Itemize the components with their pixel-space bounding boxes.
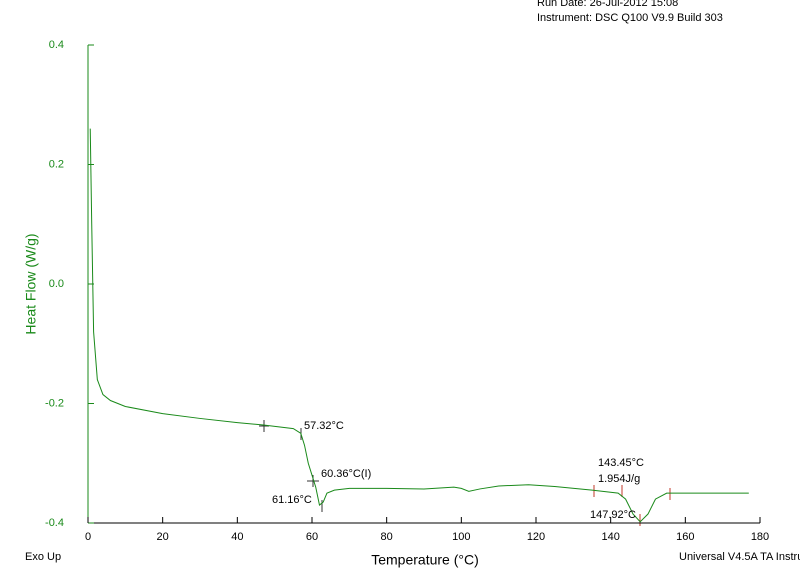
software: Universal V4.5A TA Instru — [679, 551, 800, 563]
annotation: 61.16°C — [272, 494, 312, 506]
y-tick-label: -0.4 — [45, 517, 64, 529]
x-tick-label: 60 — [306, 531, 318, 543]
annotation: 1.954J/g — [598, 473, 640, 485]
x-axis-label: Temperature (°C) — [371, 552, 479, 568]
annotation: 143.45°C — [598, 457, 644, 469]
annotation: 147.92°C — [590, 509, 636, 521]
x-tick-label: 100 — [452, 531, 470, 543]
x-tick-label: 140 — [601, 531, 619, 543]
x-tick-label: 160 — [676, 531, 694, 543]
x-tick-label: 80 — [381, 531, 393, 543]
y-tick-label: 0.4 — [49, 39, 64, 51]
x-tick-label: 0 — [85, 531, 91, 543]
annotation: 60.36°C(I) — [321, 468, 371, 480]
annotation: 57.32°C — [304, 420, 344, 432]
run-date: Run Date: 26-Jul-2012 15:08 — [537, 0, 678, 9]
y-tick-label: 0.2 — [49, 158, 64, 170]
x-tick-label: 120 — [527, 531, 545, 543]
exo-label: Exo Up — [25, 551, 61, 563]
instrument: Instrument: DSC Q100 V9.9 Build 303 — [537, 12, 723, 24]
markers-red — [593, 485, 671, 526]
x-tick-label: 180 — [751, 531, 769, 543]
y-tick-label: 0.0 — [49, 278, 64, 290]
y-axis-label: Heat Flow (W/g) — [23, 233, 39, 334]
x-tick-label: 40 — [231, 531, 243, 543]
heat-flow-line — [89, 128, 749, 523]
x-tick-label: 20 — [157, 531, 169, 543]
y-tick-label: -0.2 — [45, 397, 64, 409]
